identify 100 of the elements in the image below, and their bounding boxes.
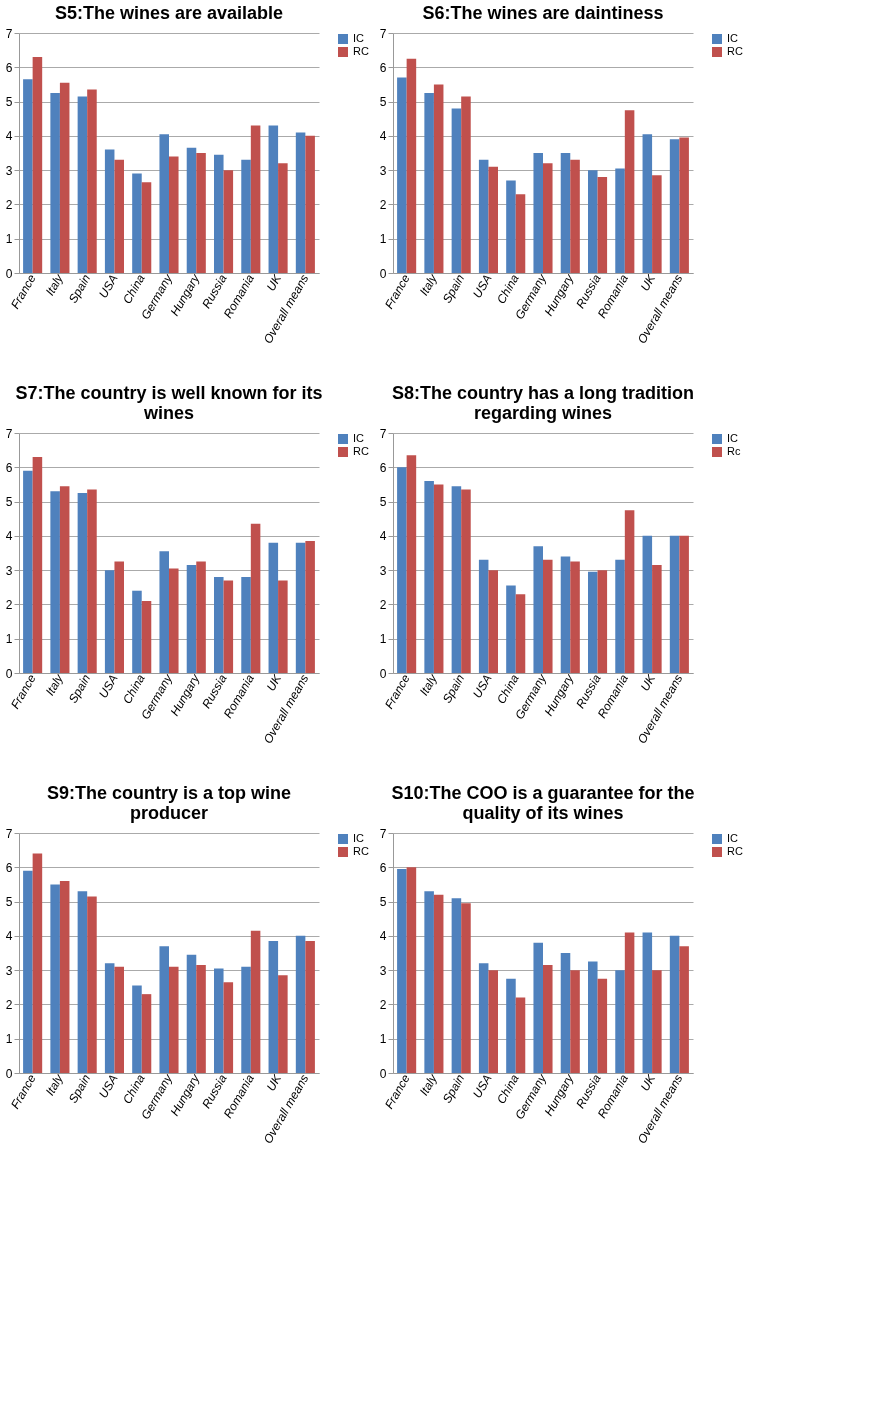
bar [406, 867, 417, 1073]
bar [186, 565, 197, 673]
bar [223, 170, 234, 273]
y-tick-label: 0 [5, 266, 13, 281]
bar [461, 489, 471, 673]
bar [268, 125, 279, 273]
y-tick-label: 5 [379, 895, 387, 910]
bar [652, 565, 662, 673]
y-tick-label: 5 [5, 895, 13, 910]
bar [451, 486, 462, 673]
bar [114, 561, 124, 673]
bar [488, 166, 498, 273]
y-tick-label: 6 [5, 460, 13, 475]
bar [506, 180, 516, 273]
bar [159, 134, 169, 273]
bar [77, 493, 88, 673]
legend-label: RC [727, 45, 743, 57]
bar [397, 869, 407, 1073]
bar [533, 153, 543, 273]
bar [104, 149, 115, 273]
y-tick-label: 1 [5, 1032, 13, 1047]
bar [560, 153, 571, 273]
y-tick-label: 4 [379, 129, 387, 144]
bar [241, 577, 251, 673]
bar [104, 570, 115, 673]
bar [424, 481, 434, 673]
bar [305, 541, 315, 673]
bar [406, 455, 417, 673]
y-tick-label: 4 [5, 929, 13, 944]
y-tick-label: 1 [379, 232, 387, 247]
bar [196, 561, 206, 673]
bar [642, 535, 653, 673]
bar [588, 170, 598, 273]
bar [397, 467, 407, 673]
bar [32, 853, 43, 1073]
bar [451, 898, 462, 1073]
y-tick-label: 6 [5, 860, 13, 875]
chart-title: S5:The wines are available [54, 3, 284, 23]
bar [679, 137, 689, 273]
y-tick-label: 4 [379, 529, 387, 544]
bar [570, 970, 580, 1073]
y-tick-label: 2 [5, 197, 13, 212]
y-tick-label: 1 [379, 1032, 387, 1047]
bar [652, 970, 662, 1073]
y-tick-label: 2 [379, 997, 387, 1012]
bar [23, 79, 33, 273]
y-tick-label: 5 [5, 95, 13, 110]
bar [169, 156, 179, 273]
y-tick-label: 6 [379, 860, 387, 875]
bar [679, 946, 689, 1073]
bar [570, 561, 580, 673]
legend-label: IC [727, 832, 739, 844]
bar [515, 594, 526, 673]
bar [214, 577, 224, 673]
bar [278, 163, 288, 273]
legend-label: RC [353, 845, 369, 857]
y-tick-label: 7 [379, 26, 387, 41]
bar [397, 77, 407, 273]
bar [32, 457, 43, 673]
bar [669, 139, 680, 273]
y-tick-label: 3 [379, 963, 387, 978]
bar [679, 535, 689, 673]
bar [642, 134, 653, 273]
bar [241, 159, 251, 273]
legend-label: IC [727, 432, 739, 444]
legend-label: IC [353, 832, 365, 844]
y-tick-label: 5 [5, 495, 13, 510]
bar [223, 580, 234, 673]
bar [478, 963, 489, 1073]
legend-label: RC [727, 845, 743, 857]
y-tick-label: 3 [5, 563, 13, 578]
bar [159, 946, 169, 1073]
bar [615, 168, 625, 273]
bar [159, 551, 169, 673]
y-tick-label: 0 [5, 666, 13, 681]
bar [241, 966, 251, 1073]
y-tick-label: 7 [5, 826, 13, 841]
bar [250, 523, 261, 673]
bar [59, 82, 70, 273]
y-tick-label: 5 [379, 95, 387, 110]
bar [669, 935, 680, 1073]
bar [132, 173, 142, 273]
legend-label: Rc [727, 445, 741, 457]
bar [305, 941, 315, 1073]
bar [214, 154, 224, 273]
bar [87, 89, 97, 273]
bar [268, 542, 279, 673]
x-tick-label: UK [637, 271, 659, 294]
y-tick-label: 7 [379, 826, 387, 841]
y-tick-label: 2 [379, 597, 387, 612]
y-tick-label: 6 [379, 460, 387, 475]
bar [488, 570, 498, 673]
bar [515, 194, 526, 273]
bar [77, 96, 88, 273]
y-tick-label: 5 [379, 495, 387, 510]
y-tick-label: 4 [5, 529, 13, 544]
bar [642, 932, 653, 1073]
legend-label: IC [727, 32, 739, 44]
bar [141, 601, 152, 673]
bar [87, 489, 97, 673]
